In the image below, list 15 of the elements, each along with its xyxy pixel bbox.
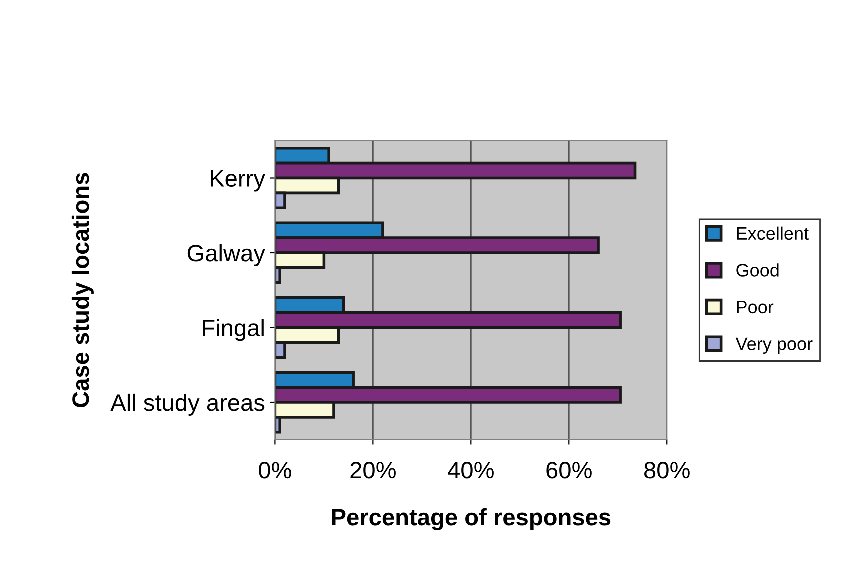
- y-axis-title: Case study locations: [72, 173, 94, 408]
- x-tick-label: 20%: [350, 462, 396, 479]
- x-tick-label: 40%: [448, 462, 494, 479]
- legend-label: Very poor: [736, 338, 813, 354]
- x-tick-label: 80%: [644, 462, 690, 479]
- y-tick-label: All study areas: [110, 394, 265, 416]
- y-tick-label: Galway: [188, 244, 266, 266]
- x-axis-title: Percentage of responses: [332, 508, 611, 531]
- legend-label: Excellent: [737, 226, 809, 240]
- x-tick-label: 60%: [546, 462, 592, 479]
- legend-label: Good: [736, 264, 779, 277]
- y-tick-label: Fingal: [203, 319, 264, 342]
- legend-label: Poor: [737, 301, 774, 314]
- x-tick-label: 0%: [259, 462, 292, 479]
- y-tick-label: Kerry: [211, 170, 266, 192]
